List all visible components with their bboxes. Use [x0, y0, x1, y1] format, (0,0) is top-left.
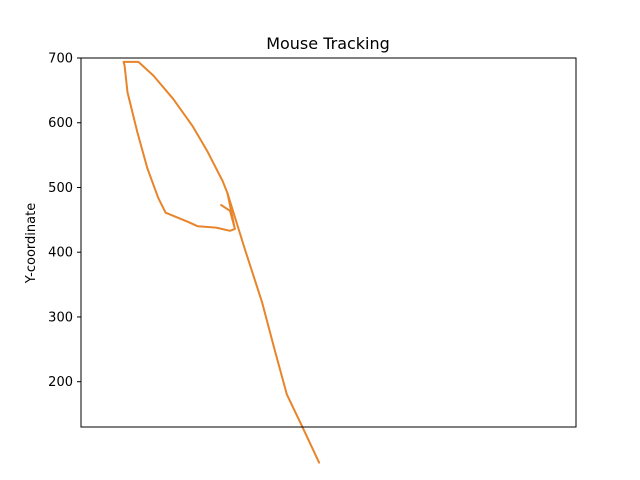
y-tick-label: 500 — [48, 181, 73, 196]
chart-title: Mouse Tracking — [266, 34, 390, 53]
y-tick-label: 400 — [48, 246, 73, 261]
plot-frame — [80, 57, 577, 428]
series-line-1 — [226, 192, 321, 464]
y-axis-label: Y-coordinate — [24, 203, 39, 284]
y-tick-label: 300 — [48, 310, 73, 325]
y-tick-label: 700 — [48, 52, 73, 67]
series-line-0 — [122, 60, 236, 232]
y-tick-label: 200 — [48, 375, 73, 390]
y-tick-label: 600 — [48, 116, 73, 131]
